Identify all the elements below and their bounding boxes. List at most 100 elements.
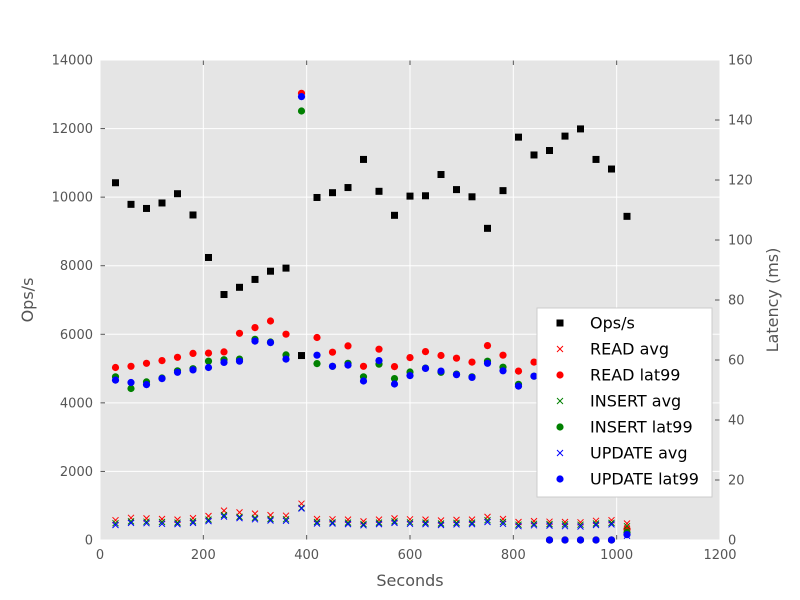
point-update-avg [236, 514, 243, 522]
right-y-tick-label: 160 [728, 54, 753, 69]
point-insert-avg [282, 515, 290, 523]
x-tick-label: 600 [398, 548, 423, 563]
right-y-tick-label: 0 [728, 534, 736, 549]
point-read-lat99 [421, 348, 430, 356]
point-ops-s [298, 352, 305, 360]
right-y-tick-label: 140 [728, 114, 753, 129]
point-update-avg [546, 522, 553, 529]
legend-label-ops-s: Ops/s [590, 314, 635, 333]
point-update-lat99 [359, 377, 368, 385]
point-read-lat99 [359, 362, 368, 370]
point-insert-avg [499, 518, 507, 526]
point-update-lat99 [313, 351, 321, 359]
point-insert-avg [127, 518, 135, 525]
point-read-lat99 [375, 345, 383, 353]
series-update-lat99 [111, 93, 631, 544]
point-insert-avg [189, 518, 197, 525]
point-update-avg [468, 520, 476, 528]
point-ops-s [406, 192, 414, 200]
point-ops-s [499, 187, 507, 195]
point-read-lat99 [251, 324, 259, 332]
point-update-lat99 [545, 536, 554, 544]
point-insert-avg [422, 519, 429, 526]
point-ops-s [329, 189, 336, 197]
legend-marker-ops-s [556, 319, 564, 327]
point-update-avg [127, 519, 135, 527]
point-update-avg [422, 520, 429, 528]
point-update-lat99 [297, 93, 306, 101]
left-y-tick-label: 6000 [60, 328, 93, 343]
point-insert-avg [592, 520, 600, 527]
point-insert-avg [530, 520, 538, 528]
legend-entry-insert-lat99: INSERT lat99 [556, 418, 693, 437]
point-insert-avg [329, 518, 336, 526]
point-update-lat99 [592, 536, 600, 544]
point-read-lat99 [328, 348, 337, 356]
point-update-avg [267, 517, 274, 524]
left-y-axis-label: Ops/s [18, 278, 37, 323]
point-read-lat99 [313, 333, 321, 342]
point-read-avg [623, 520, 631, 527]
point-insert-avg [360, 520, 367, 528]
left-y-tick-label: 10000 [52, 191, 93, 206]
point-read-lat99 [282, 330, 290, 338]
point-insert-avg [313, 518, 321, 526]
point-read-lat99 [390, 363, 399, 371]
point-update-lat99 [623, 531, 631, 539]
legend-label-read-avg: READ avg [590, 340, 669, 359]
point-update-avg [592, 521, 600, 529]
point-ops-s [282, 264, 290, 272]
point-ops-s [515, 133, 522, 141]
legend-entry-update-avg: UPDATE avg [556, 444, 688, 463]
point-update-lat99 [406, 372, 414, 380]
legend-entry-read-avg: READ avg [556, 340, 669, 359]
point-ops-s [344, 184, 352, 192]
point-insert-avg [623, 522, 631, 530]
point-update-lat99 [204, 363, 213, 372]
point-update-avg [313, 520, 321, 527]
point-read-lat99 [452, 354, 461, 362]
point-update-avg [561, 522, 569, 530]
point-update-avg [530, 521, 538, 529]
point-update-lat99 [173, 368, 182, 376]
point-update-lat99 [328, 362, 337, 370]
point-read-lat99 [204, 349, 213, 357]
x-tick-label: 1000 [600, 548, 633, 563]
point-insert-lat99 [127, 384, 135, 393]
legend-entry-insert-avg: INSERT avg [556, 392, 681, 411]
point-update-avg [344, 520, 352, 528]
right-y-tick-label: 80 [728, 294, 745, 309]
point-read-lat99 [127, 362, 135, 370]
point-insert-avg [236, 513, 243, 521]
point-ops-s [189, 211, 197, 219]
point-update-lat99 [158, 375, 166, 383]
point-ops-s [375, 187, 383, 195]
point-read-lat99 [173, 353, 182, 361]
point-update-avg [158, 520, 166, 528]
point-read-lat99 [499, 351, 507, 359]
point-ops-s [592, 155, 600, 163]
point-ops-s [127, 200, 135, 208]
point-update-avg [174, 520, 181, 528]
point-insert-avg [220, 511, 228, 519]
point-update-avg [515, 522, 522, 530]
point-update-avg [143, 519, 150, 527]
point-ops-s [561, 132, 569, 140]
point-insert-avg [608, 519, 615, 527]
point-update-avg [298, 505, 305, 512]
legend-entry-update-lat99: UPDATE lat99 [556, 470, 699, 489]
point-ops-s [360, 155, 367, 163]
point-read-lat99 [266, 317, 275, 325]
point-update-lat99 [576, 536, 585, 544]
point-read-lat99 [483, 342, 492, 350]
right-y-axis-label: Latency (ms) [763, 248, 782, 353]
point-ops-s [608, 165, 615, 173]
point-ops-s [422, 192, 429, 200]
left-y-tick-label: 14000 [52, 54, 93, 69]
point-update-lat99 [452, 371, 461, 379]
legend-entry-ops-s: Ops/s [556, 314, 635, 333]
legend: Ops/s READ avg READ lat99 INSERT avg INSERT … [536, 307, 713, 498]
point-update-avg [391, 519, 398, 527]
point-read-lat99 [189, 349, 197, 357]
point-update-avg [437, 521, 445, 529]
